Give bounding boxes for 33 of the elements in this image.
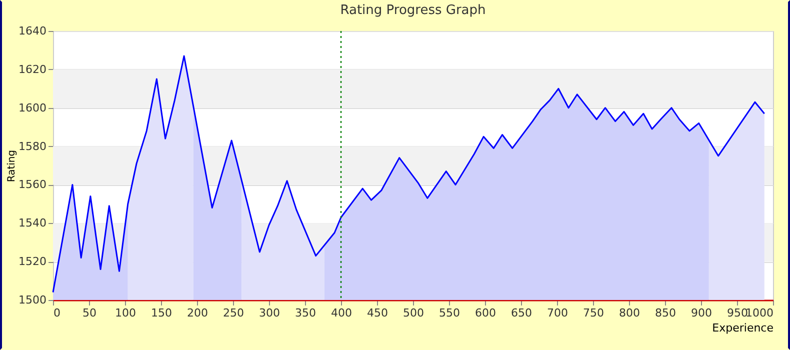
line-series: [52, 55, 766, 294]
x-tick-label: 800: [619, 306, 640, 320]
x-tick-label: 0: [54, 306, 60, 320]
chart-title: Rating Progress Graph: [340, 3, 486, 18]
x-tick-label: 450: [367, 306, 388, 320]
x-tick-label: 150: [151, 306, 172, 320]
x-tick-label: 250: [223, 306, 244, 320]
x-tick-label: 1000: [746, 306, 774, 320]
x-tick-label: 900: [691, 306, 712, 320]
y-tick-label: 1520: [18, 255, 46, 268]
y-tick-label: 1500: [18, 294, 46, 306]
x-tick-label: 850: [655, 306, 676, 320]
x-tick-label: 500: [403, 306, 424, 320]
y-tick-label: 1640: [18, 24, 46, 38]
x-tick-label: 50: [82, 306, 96, 320]
x-tick-label: 200: [187, 306, 208, 320]
y-tick-label: 1620: [18, 62, 46, 76]
x-tick-label: 100: [115, 306, 136, 320]
x-tick-label: 350: [295, 306, 316, 320]
y-axis-title: Rating: [6, 150, 18, 182]
y-tick-label: 1580: [18, 140, 46, 153]
x-tick-label: 550: [439, 306, 460, 320]
x-tick-label: 650: [511, 306, 532, 320]
y-tick-label: 1600: [18, 101, 46, 114]
y-tick-label: 1540: [18, 216, 46, 230]
y-tick-label: 1560: [18, 178, 46, 192]
x-axis-title: Experience: [712, 322, 774, 334]
x-tick-label: 600: [475, 306, 496, 320]
x-tick-label: 300: [259, 306, 280, 320]
x-tick-label: 750: [583, 306, 604, 320]
x-tick-label: 700: [547, 306, 568, 320]
x-tick-label: 400: [331, 306, 352, 320]
x-tick-label: 950: [727, 306, 748, 320]
